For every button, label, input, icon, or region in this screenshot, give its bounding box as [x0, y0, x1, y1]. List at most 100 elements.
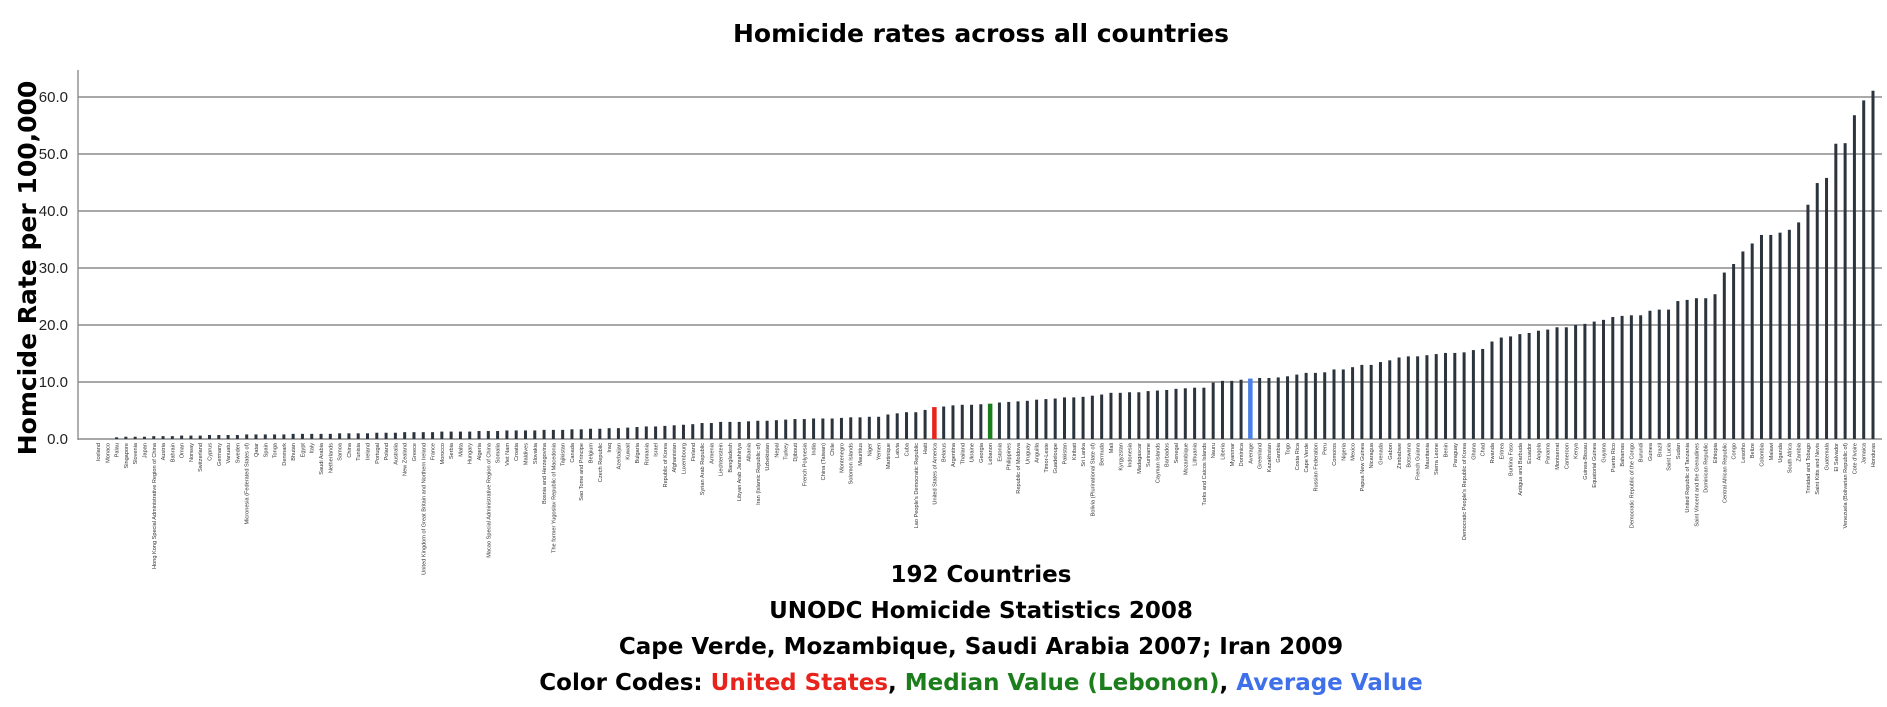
color-code-median: Median Value (Lebonon): [905, 670, 1220, 696]
bar: [1202, 387, 1206, 439]
category-label: Bahrain: [170, 443, 176, 462]
bar: [1862, 100, 1866, 440]
category-label: Democratic Republic of the Congo: [1629, 443, 1635, 528]
category-label: Sierra Leone: [1434, 443, 1440, 475]
bar: [319, 433, 323, 439]
category-label: China: [347, 442, 353, 458]
bar: [1453, 352, 1457, 439]
category-label: Guatemala: [1825, 442, 1831, 470]
bar: [1611, 317, 1615, 439]
category-label: Senegal: [1174, 443, 1180, 464]
bar: [1462, 352, 1466, 439]
category-label: Saint Vincent and the Grenadines: [1694, 443, 1700, 527]
bar: [1072, 397, 1076, 439]
category-label: Micronesia (Federated States of): [245, 443, 251, 525]
category-label: Ukraine: [970, 443, 976, 462]
bar: [152, 436, 156, 439]
bar: [858, 417, 862, 439]
category-label: Finland: [691, 443, 697, 461]
category-label: Oman: [180, 443, 186, 458]
footer-color-codes: Color Codes: United States, Median Value…: [539, 670, 1422, 696]
category-label: Slovenia: [133, 442, 139, 464]
category-label: Kiribati: [1072, 443, 1078, 460]
category-label: India: [812, 442, 818, 455]
bar: [1295, 374, 1299, 439]
bar: [951, 405, 955, 439]
category-label: The former Yugoslav Republic of Macedoni…: [551, 442, 557, 553]
bar: [1090, 395, 1094, 439]
category-label: Netherlands: [328, 443, 334, 473]
category-label: Israel: [654, 443, 660, 457]
category-label: Congo: [1732, 443, 1738, 459]
bar: [1601, 319, 1605, 439]
category-label: Argentina: [951, 442, 957, 467]
bar: [1211, 382, 1215, 439]
category-label: Comoros: [1332, 443, 1338, 466]
bar: [486, 431, 490, 439]
category-label: Algeria: [477, 442, 483, 460]
bar: [1713, 294, 1717, 439]
category-label: Malawi: [1769, 443, 1775, 460]
category-label: Australia: [393, 442, 399, 465]
category-label: Lao People's Democratic Republic: [914, 443, 920, 529]
bar: [663, 425, 667, 439]
category-label: Tonga: [273, 442, 279, 458]
bar: [987, 403, 993, 439]
category-label: Burkina Faso: [1509, 443, 1515, 476]
bar: [384, 432, 388, 439]
bar: [960, 404, 964, 439]
bar: [1490, 341, 1494, 439]
bar: [905, 412, 909, 439]
bar: [1648, 310, 1652, 439]
category-label: Maldives: [523, 443, 529, 465]
category-label: Belgium: [589, 443, 595, 464]
category-label: Republic of Moldova: [1016, 442, 1022, 494]
category-label: Barbados: [1165, 443, 1171, 467]
category-label: Pakistan: [1062, 443, 1068, 464]
category-label: Bosnia and Herzegovina: [542, 442, 548, 504]
bar: [579, 429, 583, 439]
bar: [1676, 301, 1680, 439]
category-label: Macao Special Administrative Region of C…: [486, 442, 492, 558]
bar: [1499, 337, 1503, 439]
bar: [616, 428, 620, 439]
bar: [533, 430, 537, 439]
category-label: Madagascar: [1137, 443, 1143, 474]
category-label: Malta: [458, 442, 464, 457]
category-label: Iran (Islamic Republic of): [756, 443, 762, 505]
separator: ,: [888, 670, 905, 696]
bars: [115, 90, 1875, 440]
category-label: Russian Federation: [1313, 443, 1319, 492]
category-label: Burundi: [1639, 443, 1645, 462]
category-label: Armenia: [709, 442, 715, 464]
bar: [1620, 315, 1624, 439]
bar: [979, 404, 983, 439]
category-label: Hong Kong Special Administrative Region …: [152, 442, 158, 569]
category-label: Bangladesh: [728, 443, 734, 473]
category-label: Portugal: [375, 443, 381, 464]
bar: [115, 437, 119, 439]
bar: [366, 433, 370, 439]
category-label: Montserrat: [1555, 443, 1561, 470]
bar: [505, 430, 509, 439]
bar: [1797, 222, 1801, 439]
bar: [254, 434, 258, 439]
bar: [1397, 357, 1401, 439]
bar: [124, 436, 128, 439]
category-label: Trinidad and Tobago: [1806, 443, 1812, 494]
bar: [235, 435, 239, 439]
bar: [1509, 336, 1513, 439]
category-label: Denmark: [282, 443, 288, 466]
bar: [1425, 355, 1429, 439]
category-label: Tajikistan: [561, 443, 567, 466]
category-label: Myanmar: [1230, 443, 1236, 466]
y-tick-label: 0.0: [47, 431, 68, 448]
category-label: Singapore: [124, 443, 130, 469]
category-label: Nigeria: [1341, 442, 1347, 461]
category-label: France: [431, 443, 437, 460]
bar: [1360, 364, 1364, 439]
bar: [1341, 369, 1345, 439]
bar: [1759, 234, 1763, 439]
bar: [170, 436, 174, 439]
